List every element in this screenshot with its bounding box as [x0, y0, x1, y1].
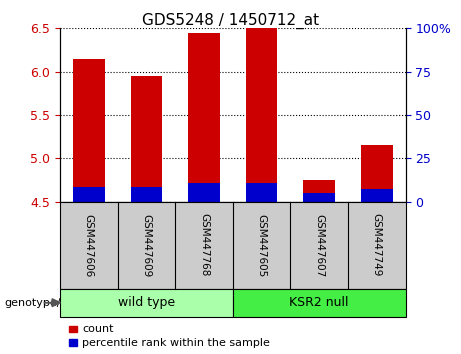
Bar	[73, 187, 105, 202]
Text: GSM447749: GSM447749	[372, 213, 382, 277]
Text: GSM447606: GSM447606	[84, 213, 94, 277]
Text: count: count	[82, 324, 113, 334]
Bar	[130, 187, 162, 202]
Bar	[361, 189, 393, 202]
Bar	[246, 183, 278, 202]
Bar	[246, 28, 278, 202]
Text: percentile rank within the sample: percentile rank within the sample	[82, 338, 270, 348]
Bar	[73, 59, 105, 202]
Text: GSM447768: GSM447768	[199, 213, 209, 277]
Bar	[361, 145, 393, 202]
Bar	[130, 76, 162, 202]
Text: GDS5248 / 1450712_at: GDS5248 / 1450712_at	[142, 12, 319, 29]
Bar	[188, 183, 220, 202]
Text: genotype/variation: genotype/variation	[5, 298, 111, 308]
Text: KSR2 null: KSR2 null	[290, 296, 349, 309]
Bar	[188, 33, 220, 202]
Text: GSM447609: GSM447609	[142, 213, 151, 277]
Text: GSM447605: GSM447605	[257, 213, 266, 277]
Bar	[303, 180, 335, 202]
Text: GSM447607: GSM447607	[314, 213, 324, 277]
Bar	[303, 193, 335, 202]
Text: wild type: wild type	[118, 296, 175, 309]
